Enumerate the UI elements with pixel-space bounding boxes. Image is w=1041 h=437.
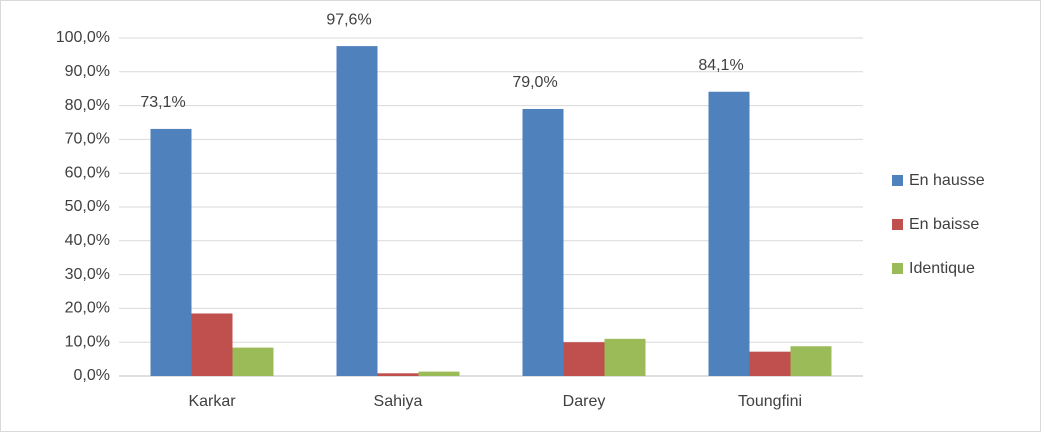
legend-swatch [892, 263, 903, 274]
x-tick-label: Toungfini [738, 393, 802, 410]
bar [708, 91, 750, 376]
y-tick-label: 90,0% [65, 63, 110, 80]
y-tick-label: 10,0% [65, 333, 110, 350]
y-tick-label: 100,0% [56, 29, 110, 46]
legend-swatch [892, 175, 903, 186]
bar [191, 313, 233, 376]
y-tick-label: 0,0% [74, 367, 110, 384]
legend-label: En hausse [909, 172, 985, 189]
bar [336, 46, 378, 376]
bar [749, 351, 791, 376]
legend-label: En baisse [909, 216, 979, 233]
y-tick-label: 30,0% [65, 266, 110, 283]
legend-label: Identique [909, 260, 975, 277]
legend-swatch [892, 219, 903, 230]
y-tick-label: 50,0% [65, 198, 110, 215]
bar [604, 338, 646, 376]
y-tick-label: 80,0% [65, 97, 110, 114]
data-label: 73,1% [140, 94, 185, 111]
x-tick-label: Darey [563, 393, 606, 410]
bar [522, 108, 564, 376]
x-tick-label: Sahiya [374, 393, 423, 410]
data-label: 97,6% [326, 11, 371, 28]
data-label: 84,1% [698, 57, 743, 74]
bar [232, 347, 274, 376]
y-tick-label: 40,0% [65, 232, 110, 249]
x-tick-label: Karkar [188, 393, 236, 410]
y-tick-label: 20,0% [65, 300, 110, 317]
y-tick-label: 60,0% [65, 164, 110, 181]
data-label: 79,0% [512, 74, 557, 91]
bar [563, 342, 605, 376]
bar [418, 371, 460, 376]
bar [790, 346, 832, 376]
bar [150, 128, 192, 376]
y-tick-label: 70,0% [65, 131, 110, 148]
bar [377, 373, 419, 376]
